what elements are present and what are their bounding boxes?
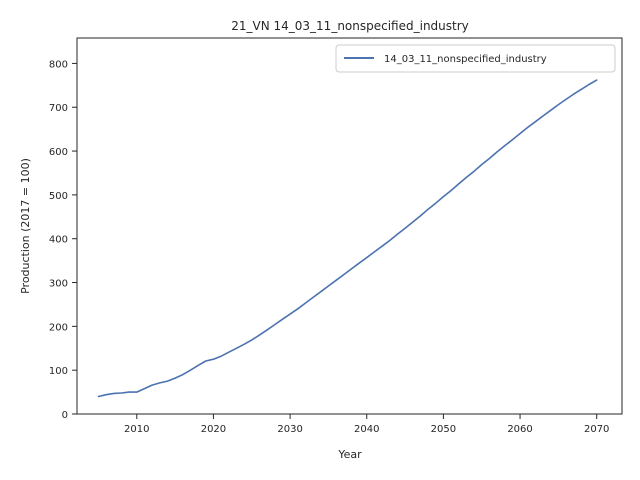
plot-frame (76, 37, 623, 415)
legend-label: 14_03_11_nonspecified_industry (384, 54, 547, 65)
y-tick-label: 800 (49, 59, 68, 70)
x-axis-title: Year (337, 448, 362, 461)
series-layer (97, 79, 598, 398)
y-tick-label: 300 (49, 279, 68, 290)
y-tick-label: 100 (49, 366, 68, 377)
y-axis: 0 100 200 300 400 500 600 700 800 (49, 59, 77, 421)
y-tick-label: 400 (49, 235, 68, 246)
y-tick-label: 200 (49, 322, 68, 333)
x-tick-label: 2040 (354, 424, 379, 435)
y-tick-label: 500 (49, 191, 68, 202)
y-tick-label: 600 (49, 147, 68, 158)
x-tick-label: 2060 (507, 424, 532, 435)
x-axis: 2010 2020 2030 2040 2050 2060 2070 (124, 414, 609, 435)
y-tick-label: 0 (62, 410, 68, 421)
legend: 14_03_11_nonspecified_industry (335, 44, 616, 73)
x-tick-label: 2010 (124, 424, 149, 435)
x-tick-label: 2050 (431, 424, 456, 435)
series-line (97, 79, 598, 398)
legend-box (335, 44, 616, 73)
y-axis-title: Production (2017 = 100) (19, 158, 32, 294)
chart-title: 21_VN 14_03_11_nonspecified_industry (231, 19, 469, 33)
x-tick-label: 2070 (584, 424, 609, 435)
plot-area (77, 38, 622, 414)
x-tick-label: 2020 (201, 424, 226, 435)
y-tick-label: 700 (49, 103, 68, 114)
x-tick-label: 2030 (277, 424, 302, 435)
